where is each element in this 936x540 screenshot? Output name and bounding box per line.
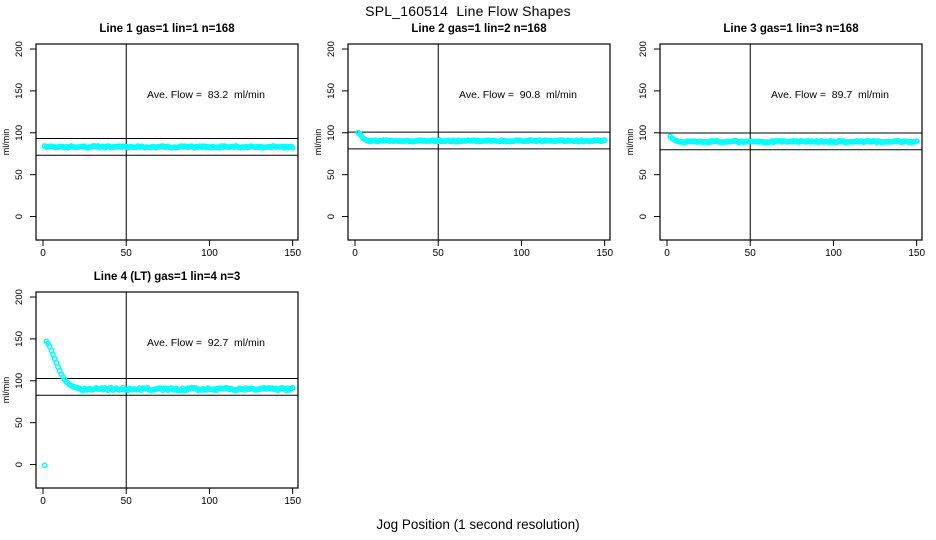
x-tick-label: 100 [201,248,218,259]
plot-box [35,43,299,241]
y-tick-label: 100 [14,125,25,141]
y-tick-label: 50 [14,417,25,428]
y-tick-label: 100 [14,373,25,389]
y-axis-title: ml/min [313,129,323,156]
panel-line-2-title: Line 2 gas=1 lin=2 n=168 [411,23,547,35]
x-tick-label: 100 [513,248,530,259]
x-tick-label: 50 [745,248,757,259]
y-tick-label: 200 [326,41,337,57]
y-tick-label: 50 [638,169,649,180]
data-point [289,144,296,151]
data-point [601,137,608,144]
panel-line-2-ave-flow: Ave. Flow = 90.8 ml/min [459,89,577,101]
x-tick-label: 100 [825,248,842,259]
x-tick-label: 0 [352,248,358,259]
y-tick-label: 200 [14,289,25,305]
panel-line-1: 0 50 100 150 200 0 50 100 150 ml/min Line 1 gas=1… [0,20,312,270]
panel-line-3-ave-flow: Ave. Flow = 89.7 ml/min [771,89,889,101]
y-tick-label: 100 [326,125,337,141]
data-point [289,384,296,391]
panel-line-3-title: Line 3 gas=1 lin=3 n=168 [723,23,859,35]
y-axis-title: ml/min [1,377,11,404]
y-tick-label: 200 [14,41,25,57]
y-axis-title: ml/min [625,129,635,156]
y-tick-label: 0 [638,214,649,219]
x-tick-label: 150 [596,248,613,259]
y-tick-label: 0 [326,214,337,219]
figure-title: SPL_160514 Line Flow Shapes [365,3,571,19]
y-tick-label: 150 [14,331,25,347]
x-tick-label: 150 [908,248,925,259]
y-tick-label: 100 [638,125,649,141]
y-tick-label: 0 [14,462,25,467]
line-1-plot-svg: 0 50 100 150 200 0 50 100 150 ml/min [1,41,301,259]
line-2-plot-svg: 0 50 100 150 200 0 50 100 150 ml/min [313,41,613,259]
data-point [41,462,48,469]
panel-line-4: 0 50 100 150 200 0 50 100 150 ml/min Line 4 (LT) … [0,268,312,518]
panel-line-2: 0 50 100 150 200 0 50 100 150 ml/min Line 2 gas=1… [312,20,624,270]
y-tick-label: 50 [326,169,337,180]
panel-line-4-ave-flow: Ave. Flow = 92.7 ml/min [147,337,265,349]
line-4-plot-svg: 0 50 100 150 200 0 50 100 150 ml/min [1,289,301,507]
panel-line-1-ave-flow: Ave. Flow = 83.2 ml/min [147,89,265,101]
y-tick-label: 50 [14,169,25,180]
y-axis-title: ml/min [1,129,11,156]
x-tick-label: 100 [201,496,218,507]
plot-box [347,43,611,241]
x-tick-label: 150 [284,248,301,259]
plot-box [659,43,923,241]
x-tick-label: 0 [40,496,46,507]
panel-line-1-title: Line 1 gas=1 lin=1 n=168 [99,23,235,35]
y-tick-label: 150 [638,83,649,99]
line-3-plot-svg: 0 50 100 150 200 0 50 100 150 ml/min [625,41,925,259]
y-tick-label: 200 [638,41,649,57]
x-tick-label: 0 [40,248,46,259]
x-tick-label: 50 [121,248,133,259]
x-axis-label: Jog Position (1 second resolution) [376,517,580,532]
x-tick-label: 50 [121,496,133,507]
plot-box [35,291,299,489]
y-tick-label: 150 [14,83,25,99]
y-tick-label: 150 [326,83,337,99]
y-tick-label: 0 [14,214,25,219]
panel-line-4-title: Line 4 (LT) gas=1 lin=4 n=3 [93,271,241,283]
panel-line-3: 0 50 100 150 200 0 50 100 150 ml/min Line 3 gas=1… [624,20,936,270]
x-tick-label: 150 [284,496,301,507]
data-point [913,138,920,144]
x-tick-label: 0 [664,248,670,259]
x-tick-label: 50 [433,248,445,259]
